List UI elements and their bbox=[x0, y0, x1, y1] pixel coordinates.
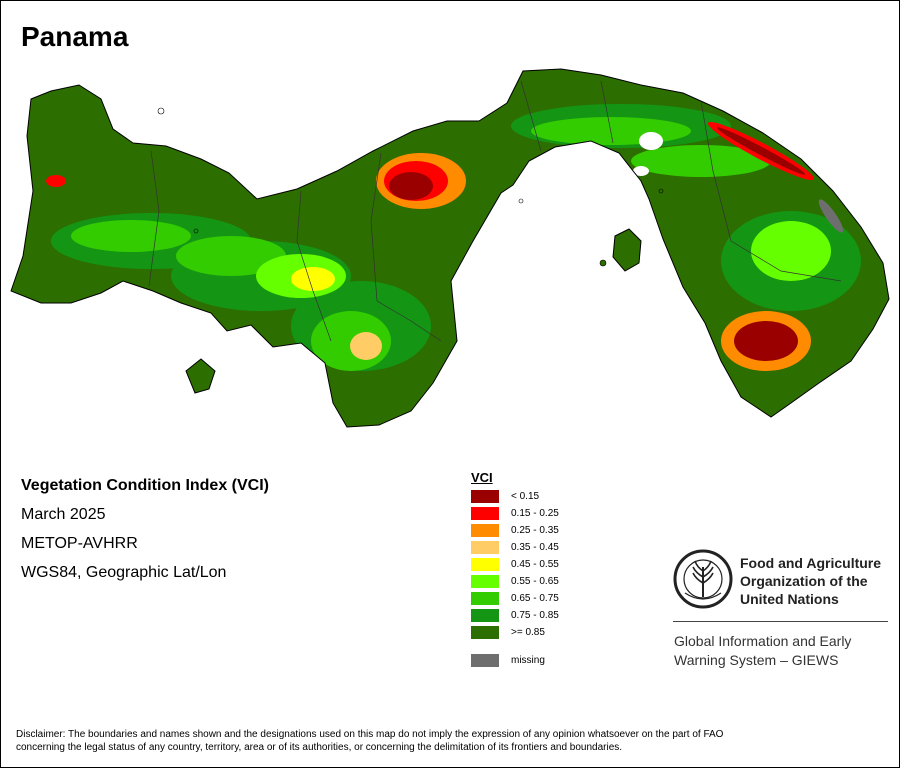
islands bbox=[157, 107, 664, 272]
giews-line: Global Information and Early bbox=[674, 633, 852, 649]
vci-raster bbox=[11, 69, 889, 427]
legend-item: 0.75 - 0.85 bbox=[471, 607, 559, 624]
legend-swatch bbox=[471, 524, 499, 537]
legend-swatch bbox=[471, 490, 499, 503]
index-title: Vegetation Condition Index (VCI) bbox=[21, 477, 269, 494]
legend-swatch bbox=[471, 575, 499, 588]
legend-label: 0.45 - 0.55 bbox=[511, 559, 559, 570]
period-label: March 2025 bbox=[21, 506, 106, 523]
map-info: Vegetation Condition Index (VCI) March 2… bbox=[21, 475, 269, 591]
legend-label-missing: missing bbox=[511, 655, 545, 666]
legend-label: 0.55 - 0.65 bbox=[511, 576, 559, 587]
organization-name-line: Food and Agriculture bbox=[740, 555, 882, 571]
disclaimer-line: concerning the legal status of any count… bbox=[16, 742, 623, 753]
legend-item-missing: missing bbox=[471, 652, 559, 669]
legend-swatch-missing bbox=[471, 654, 499, 667]
legend-label: 0.65 - 0.75 bbox=[511, 593, 559, 604]
legend-swatch bbox=[471, 507, 499, 520]
legend-item: 0.55 - 0.65 bbox=[471, 573, 559, 590]
legend-item: < 0.15 bbox=[471, 488, 559, 505]
legend-label: < 0.15 bbox=[511, 491, 540, 502]
legend-swatch bbox=[471, 626, 499, 639]
organization-name: Food and Agriculture Organization of the… bbox=[740, 554, 881, 608]
legend-item: >= 0.85 bbox=[471, 624, 559, 641]
legend-item: 0.35 - 0.45 bbox=[471, 539, 559, 556]
sensor-label: METOP-AVHRR bbox=[21, 535, 138, 552]
legend-label: 0.25 - 0.35 bbox=[511, 525, 559, 536]
legend-label: 0.15 - 0.25 bbox=[511, 508, 559, 519]
legend-swatch bbox=[471, 541, 499, 554]
legend-item: 0.45 - 0.55 bbox=[471, 556, 559, 573]
country-outline bbox=[10, 68, 890, 428]
legend-title: VCI bbox=[471, 470, 493, 485]
legend-item: 0.65 - 0.75 bbox=[471, 590, 559, 607]
giews-line: Warning System – GIEWS bbox=[674, 652, 839, 668]
disclaimer-line: Disclaimer: The boundaries and names sho… bbox=[16, 729, 724, 740]
province-boundaries bbox=[148, 80, 842, 342]
legend-item: 0.15 - 0.25 bbox=[471, 505, 559, 522]
projection-label: WGS84, Geographic Lat/Lon bbox=[21, 564, 227, 581]
vci-map bbox=[10, 68, 890, 428]
legend-label: >= 0.85 bbox=[511, 627, 545, 638]
fao-logo bbox=[673, 549, 733, 609]
legend-swatch bbox=[471, 592, 499, 605]
legend-label: 0.35 - 0.45 bbox=[511, 542, 559, 553]
legend-label: 0.75 - 0.85 bbox=[511, 610, 559, 621]
organization-name-line: Organization of the bbox=[740, 573, 868, 589]
legend-swatch bbox=[471, 558, 499, 571]
legend-swatch bbox=[471, 609, 499, 622]
giews-label: Global Information and Early Warning Sys… bbox=[674, 632, 851, 670]
vci-legend: VCI < 0.15 0.15 - 0.25 0.25 - 0.35 0.35 … bbox=[471, 470, 559, 669]
organization-name-line: United Nations bbox=[740, 591, 839, 607]
disclaimer: Disclaimer: The boundaries and names sho… bbox=[16, 728, 888, 754]
divider bbox=[673, 621, 888, 622]
legend-item: 0.25 - 0.35 bbox=[471, 522, 559, 539]
map-title: Panama bbox=[21, 21, 129, 52]
